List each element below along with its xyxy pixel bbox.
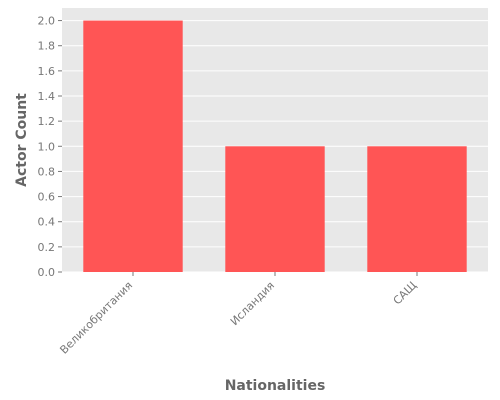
y-axis-ticks: 0.0 0.2 0.4 0.6 0.8 1.0 1.2 1.4 1.6 1.8 2.0: [38, 15, 62, 279]
bars: [83, 20, 467, 273]
x-axis-ticks: Великобритания Исландия САЩ: [57, 272, 419, 357]
y-tick-label: 0.0: [38, 266, 56, 279]
y-tick-label: 0.8: [38, 165, 56, 178]
y-tick-label: 1.4: [38, 90, 56, 103]
y-tick-label: 1.0: [38, 140, 56, 153]
x-tick-label: САЩ: [391, 279, 419, 307]
bar: [83, 20, 183, 273]
y-tick-label: 1.8: [38, 40, 56, 53]
y-tick-label: 1.2: [38, 115, 56, 128]
x-tick-label: Великобритания: [57, 279, 135, 357]
y-tick-label: 0.2: [38, 241, 56, 254]
y-tick-label: 0.6: [38, 191, 56, 204]
y-tick-label: 1.6: [38, 65, 56, 78]
x-axis-title: Nationalities: [225, 378, 326, 394]
y-tick-label: 2.0: [38, 15, 56, 28]
y-axis-title: Actor Count: [14, 93, 30, 187]
y-tick-label: 0.4: [38, 216, 56, 229]
x-tick-label: Исландия: [228, 279, 277, 328]
bar: [367, 146, 467, 272]
bar: [225, 146, 325, 272]
